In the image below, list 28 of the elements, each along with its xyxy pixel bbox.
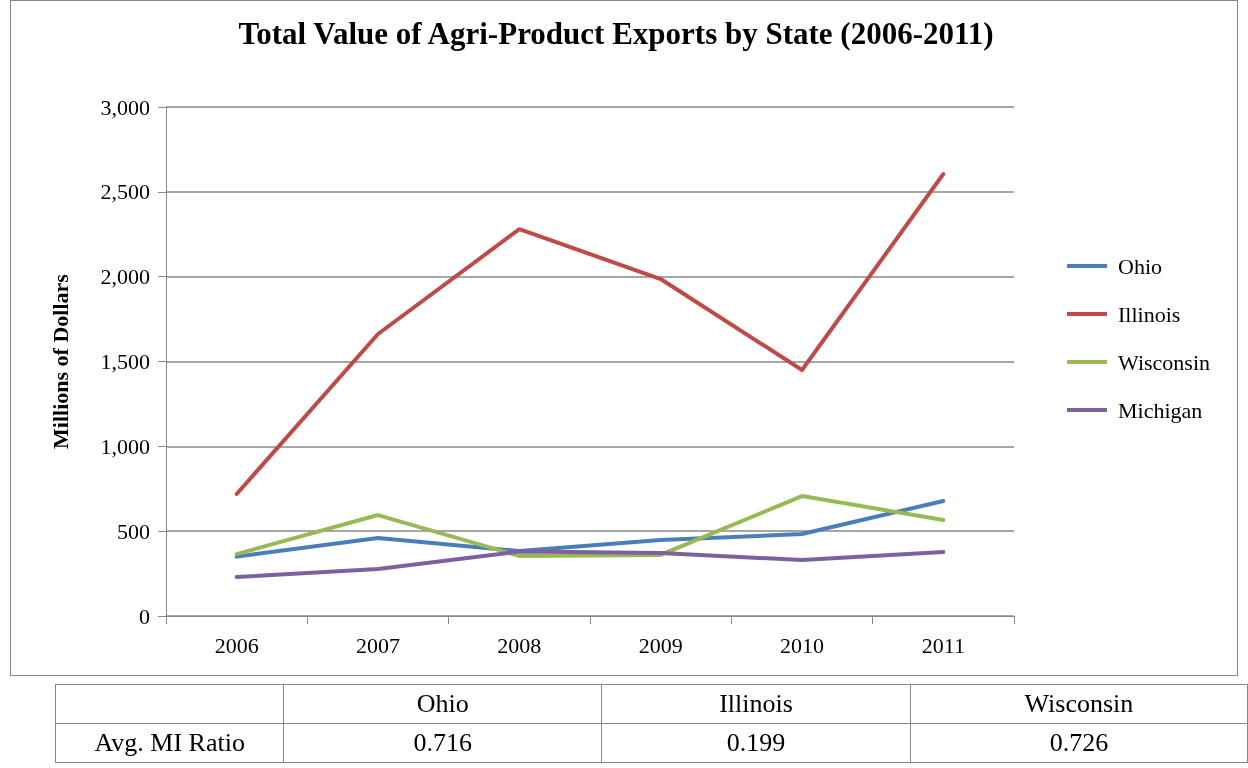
x-tick-label: 2009 [638,632,683,658]
x-tick-label: 2007 [356,632,400,658]
text: Illinois [601,684,911,724]
legend-label: Ohio [1118,253,1162,279]
x-tick-label: 2008 [497,632,542,658]
legend-label: Michigan [1118,397,1203,423]
chart-title: Total Value of Agri-Product Exports by State (2006-2011) [238,16,994,51]
line-series [234,549,946,579]
y-tick-label: 1,000 [100,433,150,459]
x-tick-label: 2011 [921,632,965,658]
text: 0.716 [283,723,602,763]
y-tick-label: 3,000 [100,94,150,120]
legend-label: Illinois [1118,301,1181,327]
y-tick-label: 0 [139,603,150,629]
line-series [234,172,946,497]
y-tick-label: 500 [117,518,150,544]
text: Ohio [283,684,602,724]
y-tick-label: 2,000 [100,264,150,290]
text: 0.199 [601,723,911,763]
x-tick-label: 2006 [214,632,259,658]
y-axis-title: Millions of Dollars [47,273,73,449]
y-tick-label: 2,500 [100,179,150,205]
x-tick-label: 2010 [780,632,824,658]
text: Wisconsin [910,684,1248,724]
text: Avg. MI Ratio [55,723,284,763]
text: 0.726 [910,723,1248,763]
legend-label: Wisconsin [1118,349,1210,375]
y-tick-label: 1,500 [100,349,150,374]
